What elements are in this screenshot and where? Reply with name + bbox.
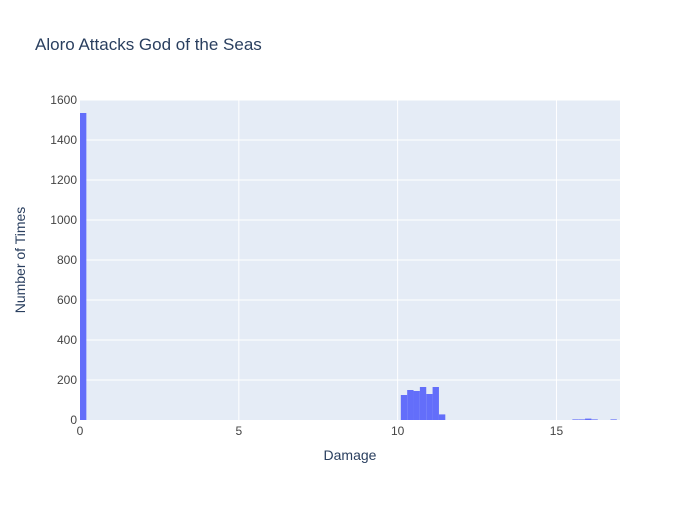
histogram-bar [438, 414, 446, 420]
histogram-bar [572, 419, 579, 420]
y-tick-label: 400 [57, 333, 77, 347]
y-tick-label: 1400 [50, 133, 77, 147]
histogram-bar [80, 113, 87, 420]
histogram-bar [591, 419, 598, 420]
y-tick-label: 1000 [50, 213, 77, 227]
x-tick-label: 15 [550, 424, 564, 438]
y-tick-label: 600 [57, 293, 77, 307]
histogram-bar [585, 418, 592, 420]
bars [80, 113, 617, 420]
x-tick-label: 10 [391, 424, 405, 438]
histogram-bar [413, 391, 420, 420]
histogram-bar [407, 390, 414, 420]
y-tick-label: 0 [70, 413, 77, 427]
x-tick-labels: 0 5 10 15 [77, 424, 564, 438]
histogram-bar [419, 387, 427, 420]
y-axis-label: Number of Times [12, 207, 28, 314]
x-tick-label: 5 [235, 424, 242, 438]
chart-title: Aloro Attacks God of the Seas [35, 35, 262, 54]
histogram-bar [432, 387, 439, 420]
y-tick-label: 1600 [50, 93, 77, 107]
x-axis-label: Damage [324, 447, 377, 463]
x-tick-label: 0 [77, 424, 84, 438]
histogram-bar [400, 395, 408, 420]
y-tick-label: 1200 [50, 173, 77, 187]
y-tick-labels: 0 200 400 600 800 1000 1200 1400 1600 [50, 93, 77, 427]
histogram-bar [578, 419, 586, 420]
histogram-bar [610, 419, 617, 420]
histogram-bar [426, 394, 433, 420]
gridlines [80, 99, 620, 420]
y-tick-label: 800 [57, 253, 77, 267]
y-tick-label: 200 [57, 373, 77, 387]
